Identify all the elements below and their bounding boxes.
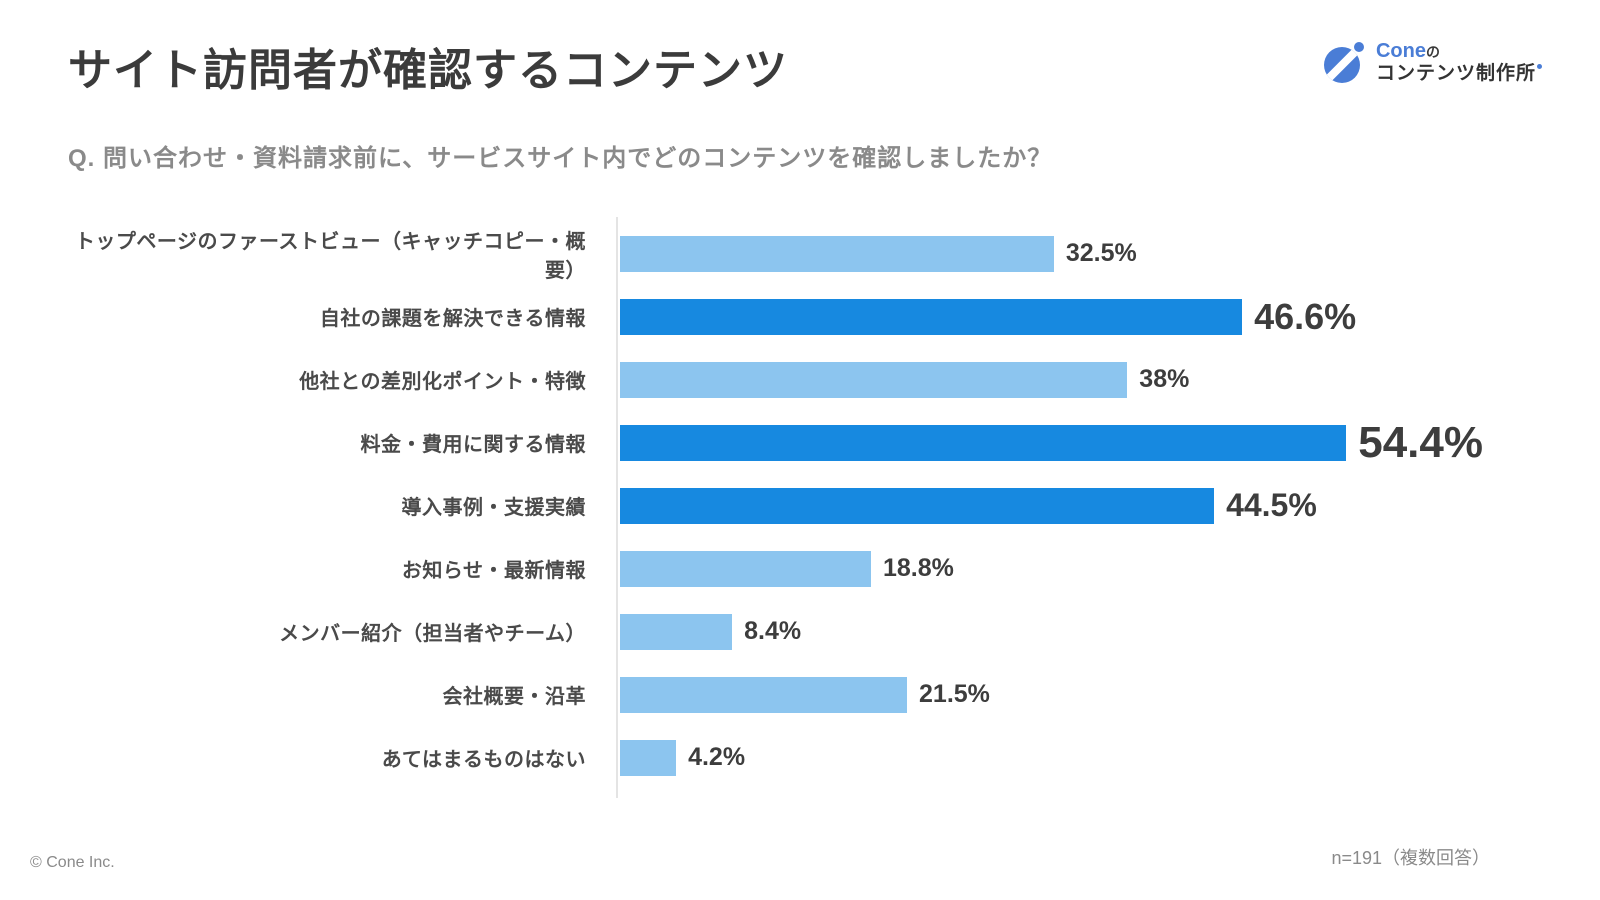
bar	[620, 424, 1347, 461]
value-label: 8.4%	[744, 617, 802, 645]
bar	[620, 676, 908, 713]
bar	[620, 550, 871, 587]
category-label: 料金・費用に関する情報	[360, 434, 586, 456]
bar	[620, 361, 1128, 398]
bar	[620, 235, 1054, 272]
bar-chart: トップページのファーストビュー（キャッチコピー・概要） 32.5% 自社の課題を解決…	[68, 217, 1548, 798]
chart-rows: トップページのファーストビュー（キャッチコピー・概要） 32.5% 自社の課題を解決…	[68, 222, 1548, 789]
value-label: 54.4%	[1358, 417, 1483, 467]
page-title: サイト訪問者が確認するコンテンツ	[68, 46, 788, 95]
logo-brand-suffix: の	[1425, 44, 1440, 60]
logo-dot-shape	[1353, 42, 1364, 53]
bar	[620, 487, 1215, 524]
logo-subtitle-dot	[1537, 64, 1542, 69]
value-label: 4.2%	[688, 743, 746, 771]
chart-row: メンバー紹介（担当者やチーム） 8.4%	[68, 600, 1548, 663]
category-label: 自社の課題を解決できる情報	[319, 308, 586, 330]
logo-brand-line: Coneの	[1376, 40, 1542, 63]
copyright-text: © Cone Inc.	[30, 854, 115, 871]
sample-size-note: n=191（複数回答）	[1331, 848, 1490, 868]
chart-row: お知らせ・最新情報 18.8%	[68, 537, 1548, 600]
cone-logo-icon	[1323, 40, 1366, 84]
survey-question: Q. 問い合わせ・資料請求前に、サービスサイト内でどのコンテンツを確認しましたか…	[68, 145, 1053, 172]
chart-axis-line	[616, 217, 618, 798]
category-label: 導入事例・支援実績	[401, 497, 586, 519]
value-label: 21.5%	[919, 680, 990, 708]
category-label: あてはまるものはない	[381, 749, 586, 771]
bar	[620, 739, 677, 776]
chart-row: 会社概要・沿革 21.5%	[68, 663, 1548, 726]
bar	[620, 298, 1243, 335]
category-label: お知らせ・最新情報	[401, 560, 586, 582]
value-label: 44.5%	[1226, 487, 1317, 523]
chart-row: 導入事例・支援実績 44.5%	[68, 474, 1548, 537]
category-label: 会社概要・沿革	[442, 686, 586, 708]
logo-slash-shape	[1323, 47, 1360, 84]
value-label: 18.8%	[882, 554, 954, 582]
chart-row: 料金・費用に関する情報 54.4%	[68, 411, 1548, 474]
logo-subtitle-text: コンテンツ制作所	[1375, 63, 1536, 84]
cone-logo: Coneの コンテンツ制作所	[1323, 40, 1542, 85]
category-label: トップページのファーストビュー（キャッチコピー・概要）	[74, 230, 586, 282]
value-label: 38%	[1139, 365, 1190, 393]
chart-row: 他社との差別化ポイント・特徴 38%	[68, 348, 1548, 411]
logo-subtitle: コンテンツ制作所	[1376, 63, 1542, 85]
chart-row: トップページのファーストビュー（キャッチコピー・概要） 32.5%	[68, 222, 1548, 285]
logo-circle-shape	[1323, 47, 1360, 84]
value-label: 32.5%	[1065, 239, 1137, 267]
chart-row: あてはまるものはない 4.2%	[68, 726, 1548, 789]
chart-row: 自社の課題を解決できる情報 46.6%	[68, 285, 1548, 348]
bar	[620, 613, 733, 650]
logo-text: Coneの コンテンツ制作所	[1376, 40, 1542, 85]
category-label: メンバー紹介（担当者やチーム）	[279, 623, 586, 645]
value-label: 46.6%	[1254, 295, 1357, 337]
logo-brand-name: Cone	[1375, 40, 1426, 62]
category-label: 他社との差別化ポイント・特徴	[299, 371, 586, 393]
